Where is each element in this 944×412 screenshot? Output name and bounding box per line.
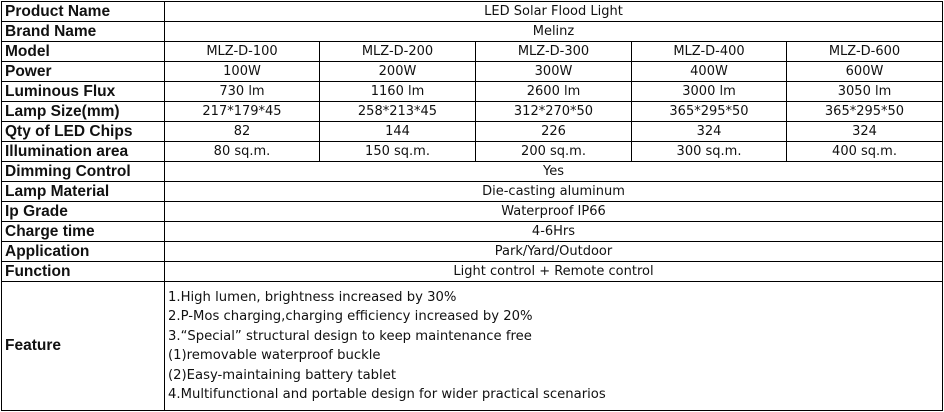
dimming-control-value: Yes bbox=[164, 161, 943, 182]
row-application: Application Park/Yard/Outdoor bbox=[1, 241, 943, 262]
row-product-name: Product Name LED Solar Flood Light bbox=[1, 1, 943, 22]
charge-time-label: Charge time bbox=[1, 221, 165, 242]
brand-name-label: Brand Name bbox=[1, 21, 165, 42]
feature-line: 4.Multifunctional and portable design fo… bbox=[168, 387, 606, 402]
charge-time-value: 4-6Hrs bbox=[164, 221, 943, 242]
application-value: Park/Yard/Outdoor bbox=[164, 241, 943, 262]
model-cell: MLZ-D-400 bbox=[631, 41, 787, 62]
feature-list: 1.High lumen, brightness increased by 30… bbox=[164, 281, 943, 411]
lamp-size-cell: 365*295*50 bbox=[786, 101, 943, 122]
qty-led-chips-cell: 324 bbox=[786, 121, 943, 142]
power-label: Power bbox=[1, 61, 165, 82]
row-qty-led-chips: Qty of LED Chips 82 144 226 324 324 bbox=[1, 121, 943, 142]
brand-name-value: Melinz bbox=[164, 21, 943, 42]
illumination-area-cell: 150 sq.m. bbox=[319, 141, 476, 162]
illumination-area-cell: 400 sq.m. bbox=[786, 141, 943, 162]
model-cell: MLZ-D-100 bbox=[164, 41, 320, 62]
feature-line: 1.High lumen, brightness increased by 30… bbox=[168, 289, 457, 305]
feature-line: 2.P-Mos charging,charging efficiency inc… bbox=[168, 309, 533, 324]
feature-line: (2)Easy-maintaining battery tablet bbox=[168, 367, 396, 383]
luminous-flux-cell: 730 lm bbox=[164, 81, 320, 102]
lamp-size-label: Lamp Size(mm) bbox=[1, 101, 165, 122]
row-charge-time: Charge time 4-6Hrs bbox=[1, 221, 943, 242]
row-brand-name: Brand Name Melinz bbox=[1, 21, 943, 42]
dimming-control-label: Dimming Control bbox=[1, 161, 165, 182]
power-cell: 100W bbox=[164, 61, 320, 82]
row-model: Model MLZ-D-100 MLZ-D-200 MLZ-D-300 MLZ-… bbox=[1, 41, 943, 62]
feature-line: (1)removable waterproof buckle bbox=[168, 348, 381, 363]
model-cell: MLZ-D-200 bbox=[319, 41, 476, 62]
product-name-value: LED Solar Flood Light bbox=[164, 1, 943, 22]
model-label: Model bbox=[1, 41, 165, 62]
qty-led-chips-cell: 324 bbox=[631, 121, 787, 142]
row-function: Function Light control + Remote control bbox=[1, 261, 943, 282]
lamp-size-cell: 365*295*50 bbox=[631, 101, 787, 122]
row-feature: Feature 1.High lumen, brightness increas… bbox=[1, 281, 943, 411]
lamp-size-cell: 312*270*50 bbox=[475, 101, 632, 122]
row-ip-grade: Ip Grade Waterproof IP66 bbox=[1, 201, 943, 222]
function-value: Light control + Remote control bbox=[164, 261, 943, 282]
power-cell: 300W bbox=[475, 61, 632, 82]
row-lamp-material: Lamp Material Die-casting aluminum bbox=[1, 181, 943, 202]
qty-led-chips-cell: 144 bbox=[319, 121, 476, 142]
illumination-area-cell: 300 sq.m. bbox=[631, 141, 787, 162]
ip-grade-label: Ip Grade bbox=[1, 201, 165, 222]
power-cell: 400W bbox=[631, 61, 787, 82]
feature-line: 3.“Special” structural design to keep ma… bbox=[168, 328, 532, 344]
row-lamp-size: Lamp Size(mm) 217*179*45 258*213*45 312*… bbox=[1, 101, 943, 122]
illumination-area-cell: 200 sq.m. bbox=[475, 141, 632, 162]
luminous-flux-label: Luminous Flux bbox=[1, 81, 165, 102]
lamp-material-label: Lamp Material bbox=[1, 181, 165, 202]
function-label: Function bbox=[1, 261, 165, 282]
luminous-flux-cell: 1160 lm bbox=[319, 81, 476, 102]
application-label: Application bbox=[1, 241, 165, 262]
power-cell: 600W bbox=[786, 61, 943, 82]
model-cell: MLZ-D-300 bbox=[475, 41, 632, 62]
power-cell: 200W bbox=[319, 61, 476, 82]
luminous-flux-cell: 2600 lm bbox=[475, 81, 632, 102]
lamp-material-value: Die-casting aluminum bbox=[164, 181, 943, 202]
model-cell: MLZ-D-600 bbox=[786, 41, 943, 62]
qty-led-chips-cell: 226 bbox=[475, 121, 632, 142]
feature-label: Feature bbox=[1, 281, 165, 411]
row-illumination-area: Illumination area 80 sq.m. 150 sq.m. 200… bbox=[1, 141, 943, 162]
qty-led-chips-label: Qty of LED Chips bbox=[1, 121, 165, 142]
row-power: Power 100W 200W 300W 400W 600W bbox=[1, 61, 943, 82]
row-luminous-flux: Luminous Flux 730 lm 1160 lm 2600 lm 300… bbox=[1, 81, 943, 102]
luminous-flux-cell: 3000 lm bbox=[631, 81, 787, 102]
product-name-label: Product Name bbox=[1, 1, 165, 22]
row-dimming-control: Dimming Control Yes bbox=[1, 161, 943, 182]
lamp-size-cell: 217*179*45 bbox=[164, 101, 320, 122]
lamp-size-cell: 258*213*45 bbox=[319, 101, 476, 122]
ip-grade-value: Waterproof IP66 bbox=[164, 201, 943, 222]
illumination-area-label: Illumination area bbox=[1, 141, 165, 162]
illumination-area-cell: 80 sq.m. bbox=[164, 141, 320, 162]
luminous-flux-cell: 3050 lm bbox=[786, 81, 943, 102]
qty-led-chips-cell: 82 bbox=[164, 121, 320, 142]
